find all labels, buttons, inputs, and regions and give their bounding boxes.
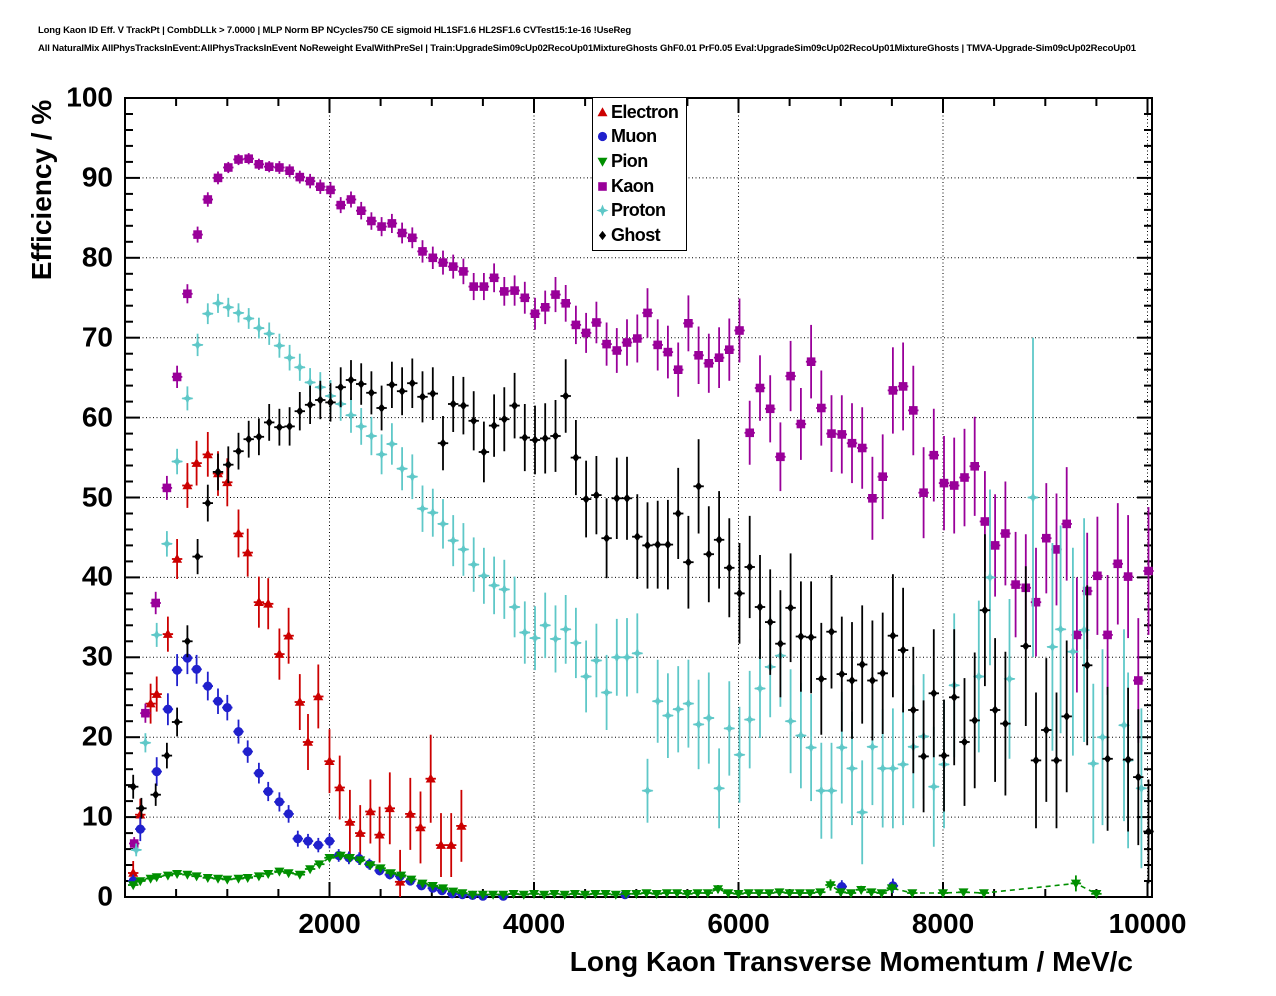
legend-item-ghost: Ghost xyxy=(595,224,686,248)
legend-label: Ghost xyxy=(611,225,661,246)
y-tick-label: 60 xyxy=(81,400,113,432)
series-pion xyxy=(128,851,1102,900)
y-axis-title: Efficiency / % xyxy=(26,99,57,281)
x-tick-label: 8000 xyxy=(911,908,975,939)
y-tick-label: 90 xyxy=(81,161,113,193)
series-muon xyxy=(128,642,899,901)
legend-box: Electron Muon Pion Kaon Proton Ghost xyxy=(592,97,687,251)
legend-marker-electron-icon xyxy=(597,107,608,117)
page-title-line1: Long Kaon ID Eff. V TrackPt | CombDLLk >… xyxy=(38,25,632,36)
legend-item-proton: Proton xyxy=(595,199,686,223)
x-tick-label: 2000 xyxy=(298,908,361,939)
legend-marker-proton-icon xyxy=(596,204,609,217)
y-tick-label: 40 xyxy=(81,560,113,592)
x-tick-label: 6000 xyxy=(707,908,770,939)
plot-area xyxy=(124,97,1154,901)
legend-marker-kaon-icon xyxy=(598,181,607,191)
legend-marker-ghost-icon xyxy=(598,231,607,241)
x-tick-label: 4000 xyxy=(502,908,566,939)
y-tick-label: 50 xyxy=(81,480,113,512)
y-tick-label: 100 xyxy=(66,81,113,113)
page-title-line2: All NaturalMix AllPhysTracksInEvent:AllP… xyxy=(38,43,1136,54)
legend-label: Proton xyxy=(611,200,666,221)
y-tick-label: 30 xyxy=(81,640,113,672)
legend-marker-muon-icon xyxy=(597,132,608,142)
legend-marker-pion-icon xyxy=(597,157,608,167)
legend-item-muon: Muon xyxy=(595,125,686,149)
y-tick-label: 80 xyxy=(81,241,113,273)
legend-label: Muon xyxy=(611,126,657,147)
legend-label: Kaon xyxy=(611,175,654,196)
legend-label: Pion xyxy=(611,151,648,172)
plot-svg xyxy=(124,97,1154,901)
y-tick-label: 10 xyxy=(81,800,113,832)
y-tick-label: 0 xyxy=(97,880,113,912)
x-tick-label: 10000 xyxy=(1108,908,1187,939)
legend-item-kaon: Kaon xyxy=(595,174,686,198)
series-electron xyxy=(128,432,467,897)
legend-item-electron: Electron xyxy=(595,100,686,124)
legend-item-pion: Pion xyxy=(595,150,686,174)
legend-label: Electron xyxy=(611,101,679,122)
series-ghost xyxy=(128,358,1154,884)
x-axis-title: Long Kaon Transverse Momentum / MeV/c xyxy=(569,946,1133,977)
y-tick-label: 20 xyxy=(81,720,113,752)
y-tick-label: 70 xyxy=(81,321,113,353)
